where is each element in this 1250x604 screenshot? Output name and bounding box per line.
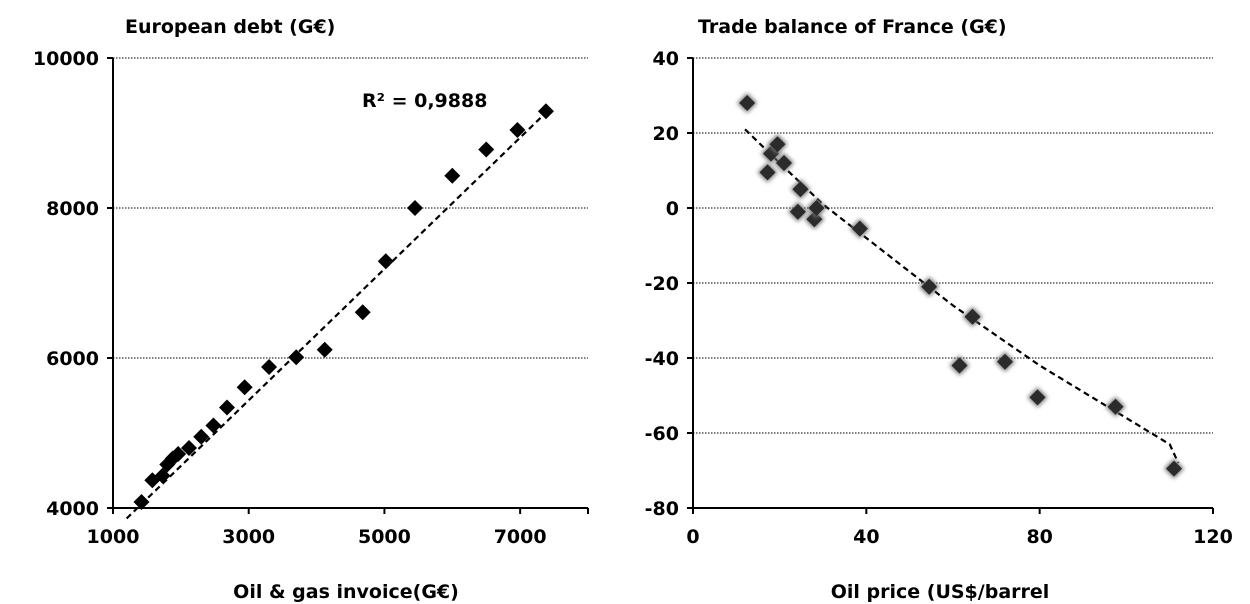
data-point — [1029, 389, 1046, 406]
data-point — [776, 155, 792, 171]
y-tick-label-debt: 8000 — [46, 198, 99, 220]
data-point — [808, 200, 825, 216]
data-point — [851, 220, 868, 237]
data-point — [964, 308, 981, 325]
x-tick-label-debt: 1000 — [87, 526, 140, 548]
data-point — [921, 278, 938, 295]
chart-title-debt: European debt (G€) — [125, 16, 335, 38]
y-tick-label-debt: 6000 — [46, 348, 99, 370]
data-point — [478, 141, 495, 158]
y-tick-label-debt: 4000 — [46, 498, 99, 520]
plot-area-trade: -80 -60 -40 -20 0 20 40 0 40 80 120 — [645, 48, 1233, 548]
trendline-debt — [125, 110, 549, 520]
x-axis-label-debt: Oil & gas invoice(G€) — [233, 581, 459, 603]
y-tick-label-trade: -40 — [645, 348, 679, 370]
y-tick-label-trade: -80 — [645, 498, 679, 520]
data-point — [170, 446, 187, 462]
data-point — [951, 357, 968, 374]
data-point — [1166, 460, 1182, 477]
data-point — [789, 203, 806, 220]
y-tick-label-trade: 40 — [653, 48, 679, 70]
x-tick-label-debt: 3000 — [222, 526, 275, 548]
data-point — [261, 359, 278, 375]
data-point — [181, 440, 197, 456]
y-tick-label-trade: -20 — [645, 273, 679, 295]
x-tick-label-trade: 0 — [686, 526, 699, 548]
data-point — [759, 164, 776, 181]
data-point — [739, 95, 756, 111]
data-point — [205, 417, 222, 434]
y-tick-label-trade: 0 — [666, 198, 679, 220]
x-tick-label-trade: 80 — [1026, 526, 1052, 548]
chart-title-trade: Trade balance of France (G€) — [698, 16, 1007, 38]
data-point — [236, 379, 253, 396]
data-point — [769, 136, 786, 153]
data-point — [288, 349, 305, 366]
x-tick-label-debt: 5000 — [358, 526, 411, 548]
data-point — [537, 103, 554, 120]
data-point — [792, 181, 809, 198]
data-point — [509, 122, 526, 138]
x-axis-label-trade: Oil price (US$/barrel — [831, 581, 1050, 603]
data-point — [193, 428, 210, 445]
y-tick-label-trade: 20 — [653, 123, 679, 145]
data-point — [997, 353, 1013, 370]
y-tick-label-debt: 10000 — [33, 48, 99, 70]
data-point — [377, 253, 394, 270]
data-point — [1107, 398, 1124, 415]
x-tick-label-debt: 7000 — [494, 526, 547, 548]
r-squared-annotation: R² = 0,9888 — [362, 90, 487, 112]
data-point — [133, 494, 150, 510]
data-point — [354, 304, 371, 321]
x-tick-label-trade: 120 — [1193, 526, 1233, 548]
plot-area-debt: 4000 6000 8000 10000 1000 3000 5000 7000 — [33, 48, 589, 548]
data-point — [444, 167, 461, 184]
data-point — [219, 399, 235, 416]
y-tick-label-trade: -60 — [645, 423, 679, 445]
data-point — [316, 341, 333, 358]
data-point — [406, 200, 423, 216]
x-tick-label-trade: 40 — [853, 526, 879, 548]
